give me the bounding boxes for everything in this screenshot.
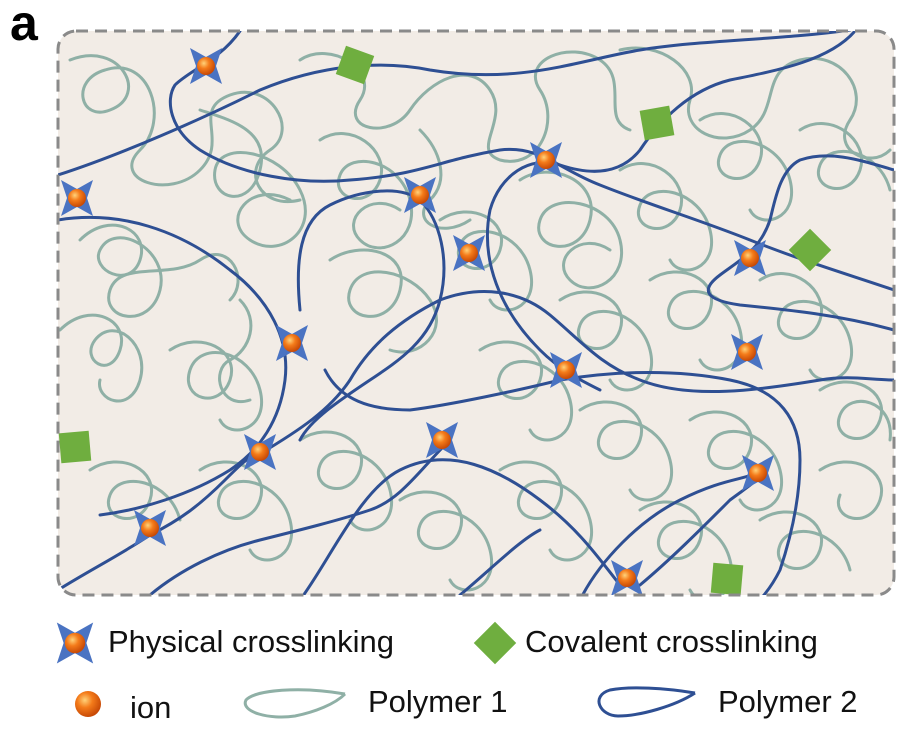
polymer-2-chains [58, 31, 894, 595]
polymer-1-line-icon [243, 688, 347, 719]
legend-polymer-1-label: Polymer 1 [368, 684, 508, 719]
physical-crosslink-icon [56, 622, 94, 664]
covalent-crosslinks [58, 45, 832, 595]
legend-ion-label: ion [130, 690, 172, 725]
covalent-crosslink-icon [710, 562, 744, 595]
polymer-2-line-icon [597, 686, 696, 718]
legend-polymer-2-label: Polymer 2 [718, 684, 858, 719]
covalent-crosslink-icon [639, 105, 675, 141]
legend-physical-crosslinking-label: Physical crosslinking [108, 624, 394, 659]
covalent-crosslink-icon [58, 430, 92, 464]
covalent-crosslink-icon [335, 45, 375, 85]
ion-icon [75, 691, 101, 717]
covalent-crosslink-icon [473, 621, 517, 665]
network-border [56, 29, 896, 597]
network-background [58, 31, 894, 595]
legend-covalent-crosslinking-label: Covalent crosslinking [525, 624, 818, 659]
panel-label: a [10, 0, 38, 51]
